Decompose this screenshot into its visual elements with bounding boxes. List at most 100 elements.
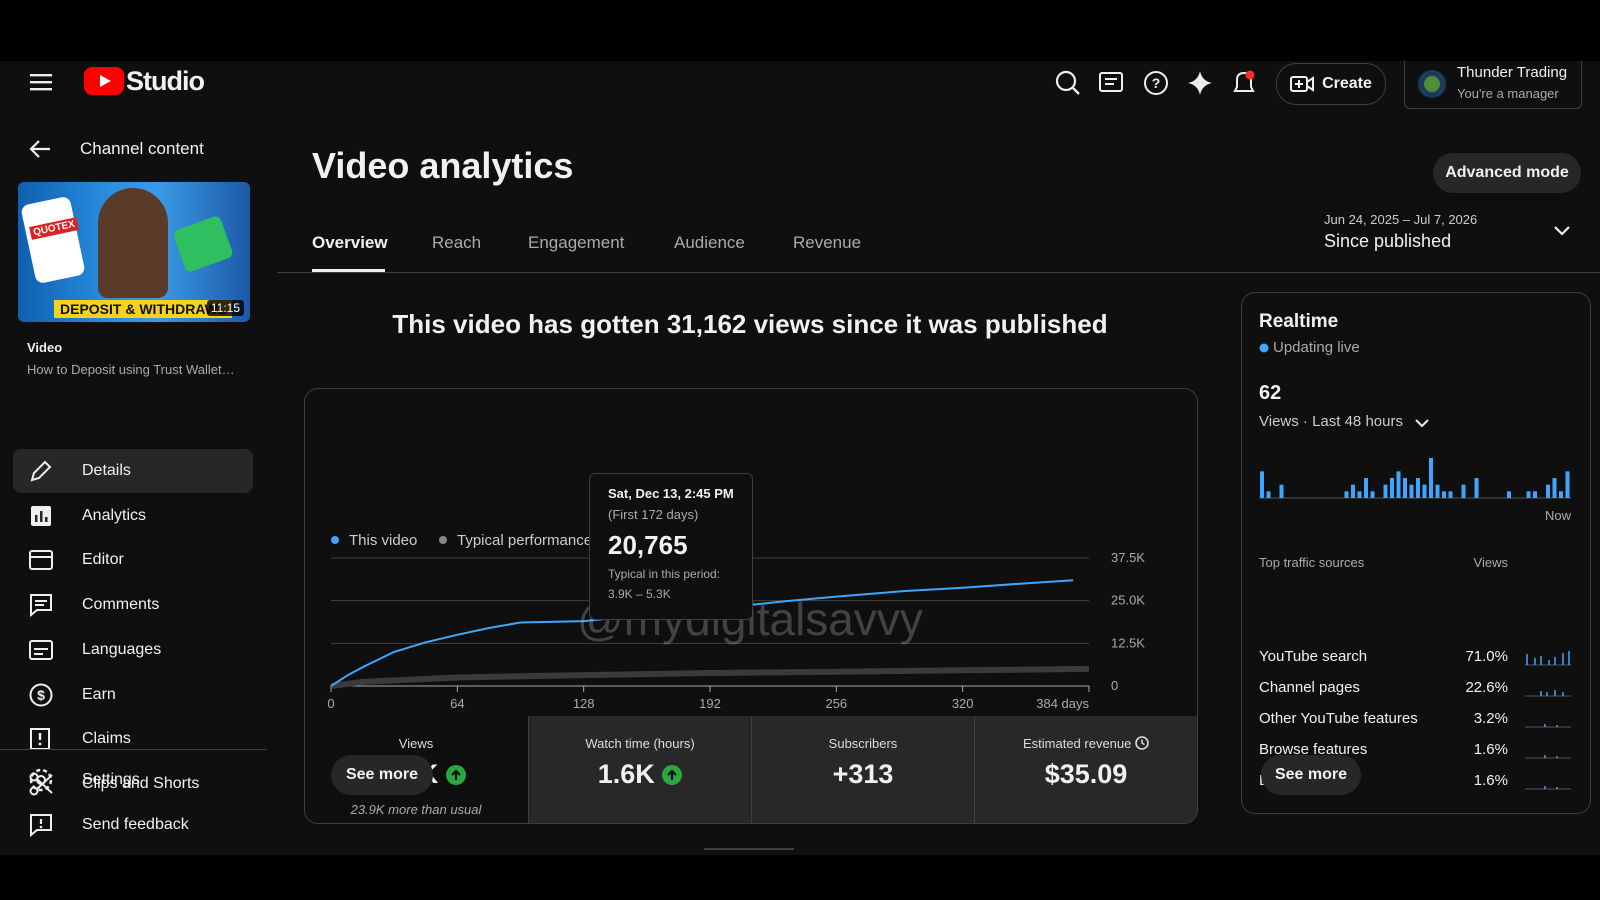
traffic-share: 71.0%: [1465, 648, 1508, 665]
header-icons[interactable]: ?: [1054, 69, 1264, 99]
metric-label: Views: [305, 736, 527, 751]
realtime-metric[interactable]: Views · Last 48 hours: [1259, 413, 1403, 430]
thumbnail[interactable]: QUOTEX DEPOSIT & WITHDRAWL 11:15: [18, 182, 250, 322]
nav-item[interactable]: Comments: [28, 583, 159, 627]
y-tick-label: 0: [1111, 678, 1118, 693]
nav-item[interactable]: Editor: [28, 538, 124, 582]
metric-value-text: 1.6K: [597, 759, 655, 789]
scroll-indicator: [704, 848, 794, 850]
live-dot: [1259, 343, 1269, 353]
y-tick-label: 12.5K: [1111, 635, 1145, 650]
metric-cell[interactable]: Watch time (hours) 1.6K: [528, 716, 751, 823]
traffic-sparkline: [1525, 755, 1571, 759]
tab[interactable]: Reach: [432, 233, 482, 252]
traffic-name: YouTube search: [1259, 648, 1368, 665]
tab[interactable]: Revenue: [793, 233, 862, 252]
nav-label: Details: [82, 462, 131, 479]
period-chevron[interactable]: [1553, 225, 1571, 237]
traffic-sparkline: [1525, 651, 1571, 666]
traffic-row: Channel pages 22.6%: [1259, 679, 1571, 699]
realtime-bar: [1442, 491, 1446, 498]
realtime-bar: [1474, 478, 1479, 498]
nav-item[interactable]: Details: [28, 449, 131, 493]
legend-dot: [439, 536, 447, 544]
period[interactable]: Since published: [1324, 231, 1452, 251]
nav-active-bg: [13, 449, 253, 493]
tab[interactable]: Audience: [674, 233, 745, 252]
thumb-person: [98, 188, 168, 298]
nav-label: Editor: [82, 551, 124, 569]
video-label: Video: [27, 340, 63, 355]
logo-icon[interactable]: [84, 67, 124, 97]
see-more-button[interactable]: See more: [331, 755, 433, 795]
nav-item[interactable]: Analytics: [28, 494, 146, 538]
x-tick-label: 192: [699, 696, 721, 711]
x-tick-label: 256: [825, 696, 847, 711]
chart: 0 12.5K 25.0K 37.5K 0 64 128 192 256 320 384 days T…: [327, 458, 1571, 711]
nav-item[interactable]: Settings: [28, 758, 140, 802]
create-button[interactable]: Create: [1276, 63, 1386, 105]
y-tick-label: 37.5K: [1111, 550, 1145, 565]
x-tick-label: 128: [573, 696, 595, 711]
studio-app: Studio ? Create Thunder Trading You're a…: [0, 61, 1600, 855]
tooltip-typical-range: 3.9K – 5.3K: [608, 587, 671, 601]
back-label[interactable]: Channel content: [80, 139, 204, 158]
tooltip-date: Sat, Dec 13, 2:45 PM: [608, 486, 734, 501]
menu-icon[interactable]: [30, 71, 56, 95]
nav-label: Claims: [82, 730, 131, 748]
metric-label: Watch time (hours): [529, 736, 751, 751]
brand[interactable]: Studio: [126, 66, 205, 96]
x-tick-label: 64: [450, 696, 464, 711]
realtime-card: [1241, 292, 1591, 814]
video-title: How to Deposit using Trust Wallet…: [27, 362, 235, 377]
back-icon[interactable]: [28, 138, 52, 160]
realtime-see-more[interactable]: See more: [1261, 755, 1361, 795]
svg-text:$: $: [37, 687, 45, 703]
traffic-sparkline: [1525, 724, 1571, 728]
nav-item[interactable]: $ Earn: [28, 673, 116, 717]
traffic-share: 1.6%: [1473, 772, 1508, 789]
realtime-bar: [1396, 471, 1401, 498]
page-title: Video analytics: [312, 145, 574, 186]
traffic-share: 3.2%: [1473, 710, 1508, 727]
nav-label: Settings: [82, 771, 140, 788]
tabs-divider: [277, 272, 1600, 273]
y-tick-label: 25.0K: [1111, 593, 1145, 608]
nav-item[interactable]: Languages: [28, 628, 161, 672]
realtime-bar: [1448, 491, 1453, 498]
nav-icon: [30, 594, 52, 618]
legend-label: Typical performance: [457, 532, 592, 549]
create-label: Create: [1322, 75, 1372, 92]
svg-text:?: ?: [1152, 75, 1161, 91]
date-range[interactable]: Jun 24, 2025 – Jul 7, 2026: [1324, 212, 1478, 227]
realtime-bar: [1266, 491, 1271, 498]
clock-icon: [1135, 736, 1149, 750]
metric-cell[interactable]: Subscribers +313: [751, 716, 974, 823]
advanced-mode-button[interactable]: Advanced mode: [1433, 153, 1581, 193]
metric-value: +313: [752, 759, 974, 790]
tab[interactable]: Overview: [312, 233, 388, 252]
metric-label-text: Watch time (hours): [585, 736, 695, 751]
traffic-title: Top traffic sources: [1259, 555, 1365, 570]
tab[interactable]: Engagement: [528, 233, 625, 252]
realtime-bar: [1279, 484, 1284, 498]
account-box[interactable]: Thunder Trading You're a manager: [1404, 61, 1582, 109]
metric-label-text: Subscribers: [828, 736, 898, 751]
traffic-sparkline: [1525, 690, 1571, 697]
realtime-bar: [1429, 458, 1433, 498]
realtime-bar: [1533, 491, 1537, 498]
realtime-bar: [1422, 484, 1427, 498]
nav-item[interactable]: Send feedback: [28, 803, 189, 847]
x-tick-label: 320: [952, 696, 974, 711]
realtime-bar: [1416, 478, 1420, 498]
metric-chevron[interactable]: [1414, 418, 1430, 428]
traffic-name: Channel pages: [1259, 679, 1360, 696]
create-icon: [1290, 76, 1315, 92]
metric-value-text: +313: [832, 759, 894, 789]
trend-up-icon: [445, 765, 466, 785]
realtime-bar: [1526, 491, 1531, 498]
traffic-row: YouTube search 71.0%: [1259, 648, 1571, 668]
thumb-duration: 11:15: [206, 300, 244, 316]
metric-cell[interactable]: Estimated revenue $35.09: [974, 716, 1197, 823]
